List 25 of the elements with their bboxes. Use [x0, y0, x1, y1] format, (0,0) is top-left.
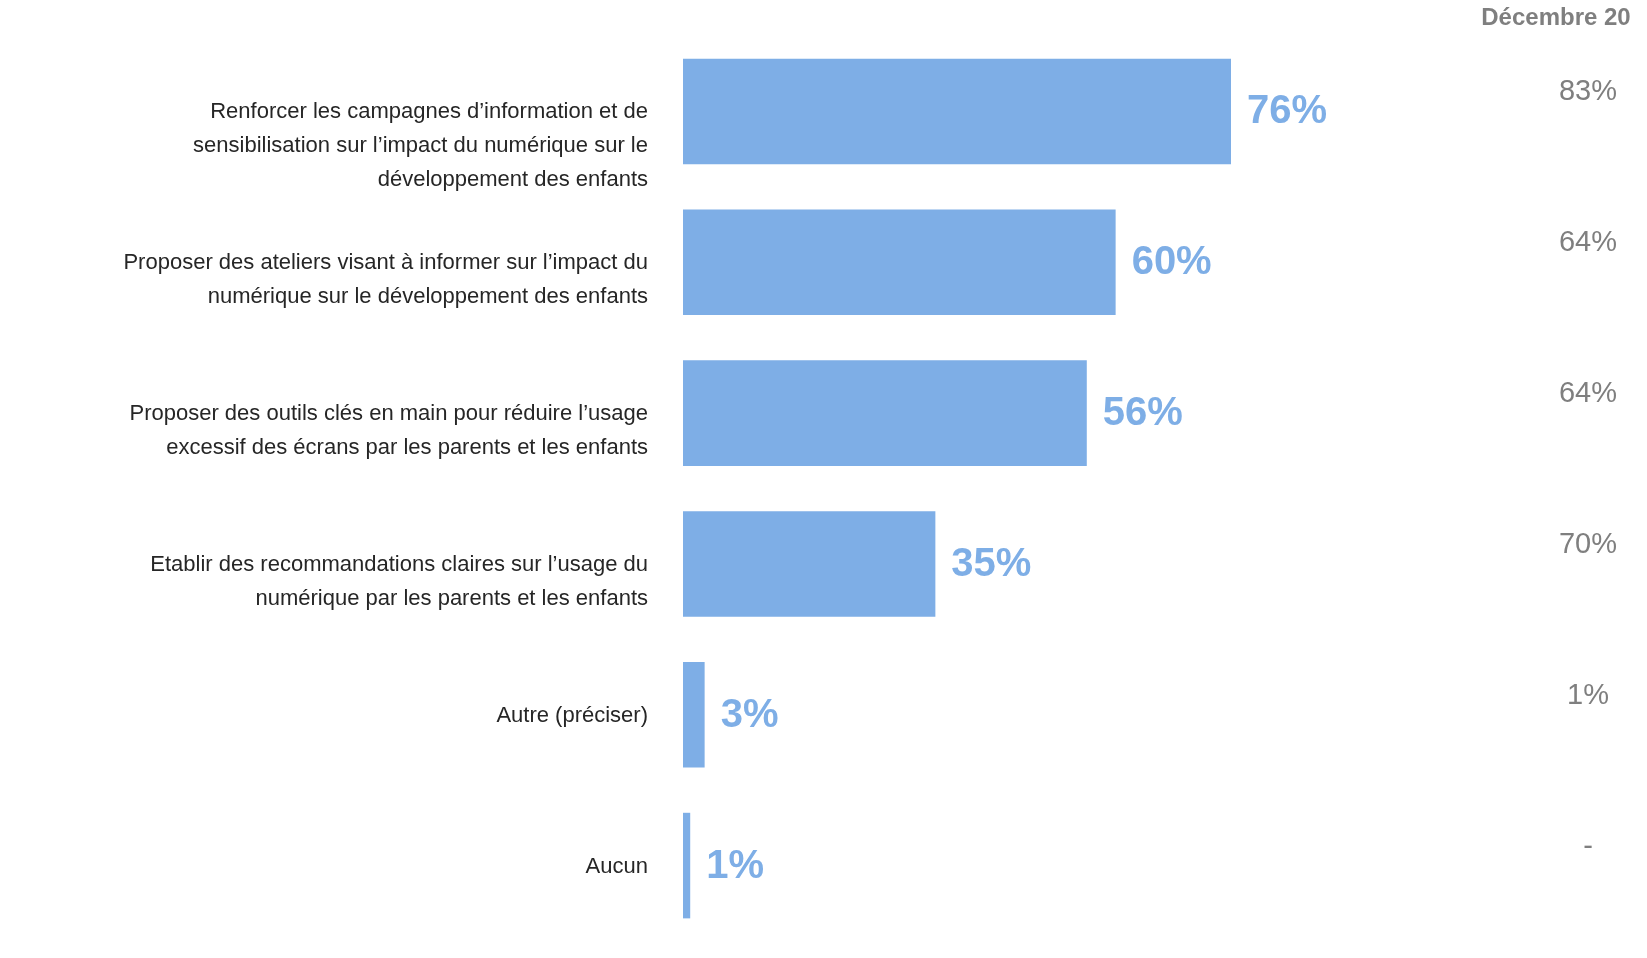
data-label: 60% [1131, 238, 1212, 283]
bar [683, 661, 705, 768]
text: Décembre 20 [1481, 3, 1631, 30]
y-tick-label: Proposer des ateliers visant à informer sur l’impact du numérique sur le développement des enfants [123, 249, 648, 309]
data-label: 56% [1102, 389, 1183, 434]
data-label: 1% [706, 841, 765, 886]
y-tick-label: Etablir des recommandations claires sur l’usage du numérique par les parents et les enfants [150, 550, 648, 610]
data-label: 76% [1247, 87, 1328, 132]
bar [683, 209, 1116, 316]
data-label: 35% [951, 539, 1032, 584]
text: 70% [1558, 526, 1618, 559]
text: 83% [1558, 74, 1618, 107]
data-label: 3% [720, 690, 779, 735]
y-tick-label: Proposer des outils clés en main pour réduire l’usage excessif des écrans par les parents et les enfants [129, 400, 648, 460]
bar [683, 511, 936, 617]
text: - [1583, 828, 1593, 861]
bar [683, 812, 691, 919]
bar [683, 58, 1231, 165]
bar [683, 360, 1087, 466]
text: 64% [1558, 225, 1618, 258]
text: 64% [1558, 376, 1618, 409]
y-tick-label: Aucun [585, 852, 648, 878]
text: 1% [1567, 677, 1609, 710]
y-tick-label: Autre (préciser) [496, 701, 648, 727]
y-tick-label: Renforcer les campagnes d’information et de sensibilisation sur l’impact du numérique sur le développement des enfants [193, 98, 648, 192]
